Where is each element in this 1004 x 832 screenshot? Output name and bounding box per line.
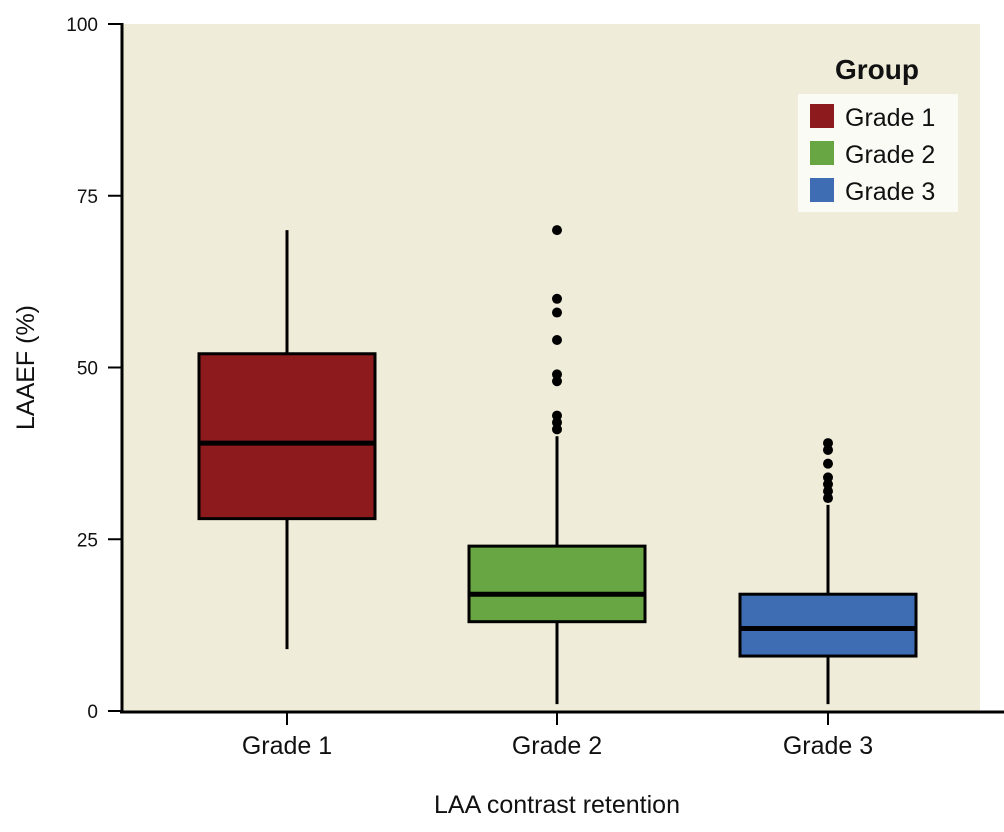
outlier-point [823,444,833,455]
outlier-point [552,417,562,428]
x-tick-label: Grade 2 [512,732,602,760]
iqr-box [738,592,918,658]
legend-title: Group [835,54,919,85]
legend-label-1: Grade 1 [845,104,935,132]
outlier-point [552,369,562,380]
legend-label-2: Grade 2 [845,141,935,169]
outlier-point [823,493,833,504]
outlier-point [552,307,562,318]
outlier-point [552,335,562,346]
box-group-1 [197,230,377,650]
y-tick-label: 100 [66,15,98,36]
outlier-point [823,479,833,490]
outlier-point [823,438,833,449]
legend-swatch-3 [810,178,834,202]
outlier-point [552,410,562,421]
y-tick-label: 75 [77,187,98,208]
outlier-point [823,458,833,469]
outlier-point [823,472,833,483]
outlier-point [552,225,562,236]
y-tick-label: 0 [87,702,98,723]
outlier-point [552,424,562,435]
y-tick-label: 25 [77,530,98,551]
boxes-layer [197,225,918,705]
iqr-box [197,352,377,521]
box-group-2 [467,225,647,705]
y-axis-title: LAAEF (%) [12,305,40,430]
box-group-3 [738,438,918,705]
legend-swatch-2 [810,141,834,165]
iqr-box [467,544,647,624]
outlier-point [552,293,562,304]
x-tick-label: Grade 3 [783,732,873,760]
legend: Group Grade 1 Grade 2 Grade 3 [798,54,958,212]
legend-swatch-1 [810,104,834,128]
x-tick-label: Grade 1 [242,732,332,760]
outlier-point [823,486,833,497]
outlier-point [552,376,562,387]
y-tick-label: 50 [77,359,98,380]
legend-label-3: Grade 3 [845,178,935,206]
axes-layer: 0 25 50 75 100 Grade 1 Grade 2 Grade 3 [66,15,1004,760]
x-axis-title: LAA contrast retention [434,791,680,819]
